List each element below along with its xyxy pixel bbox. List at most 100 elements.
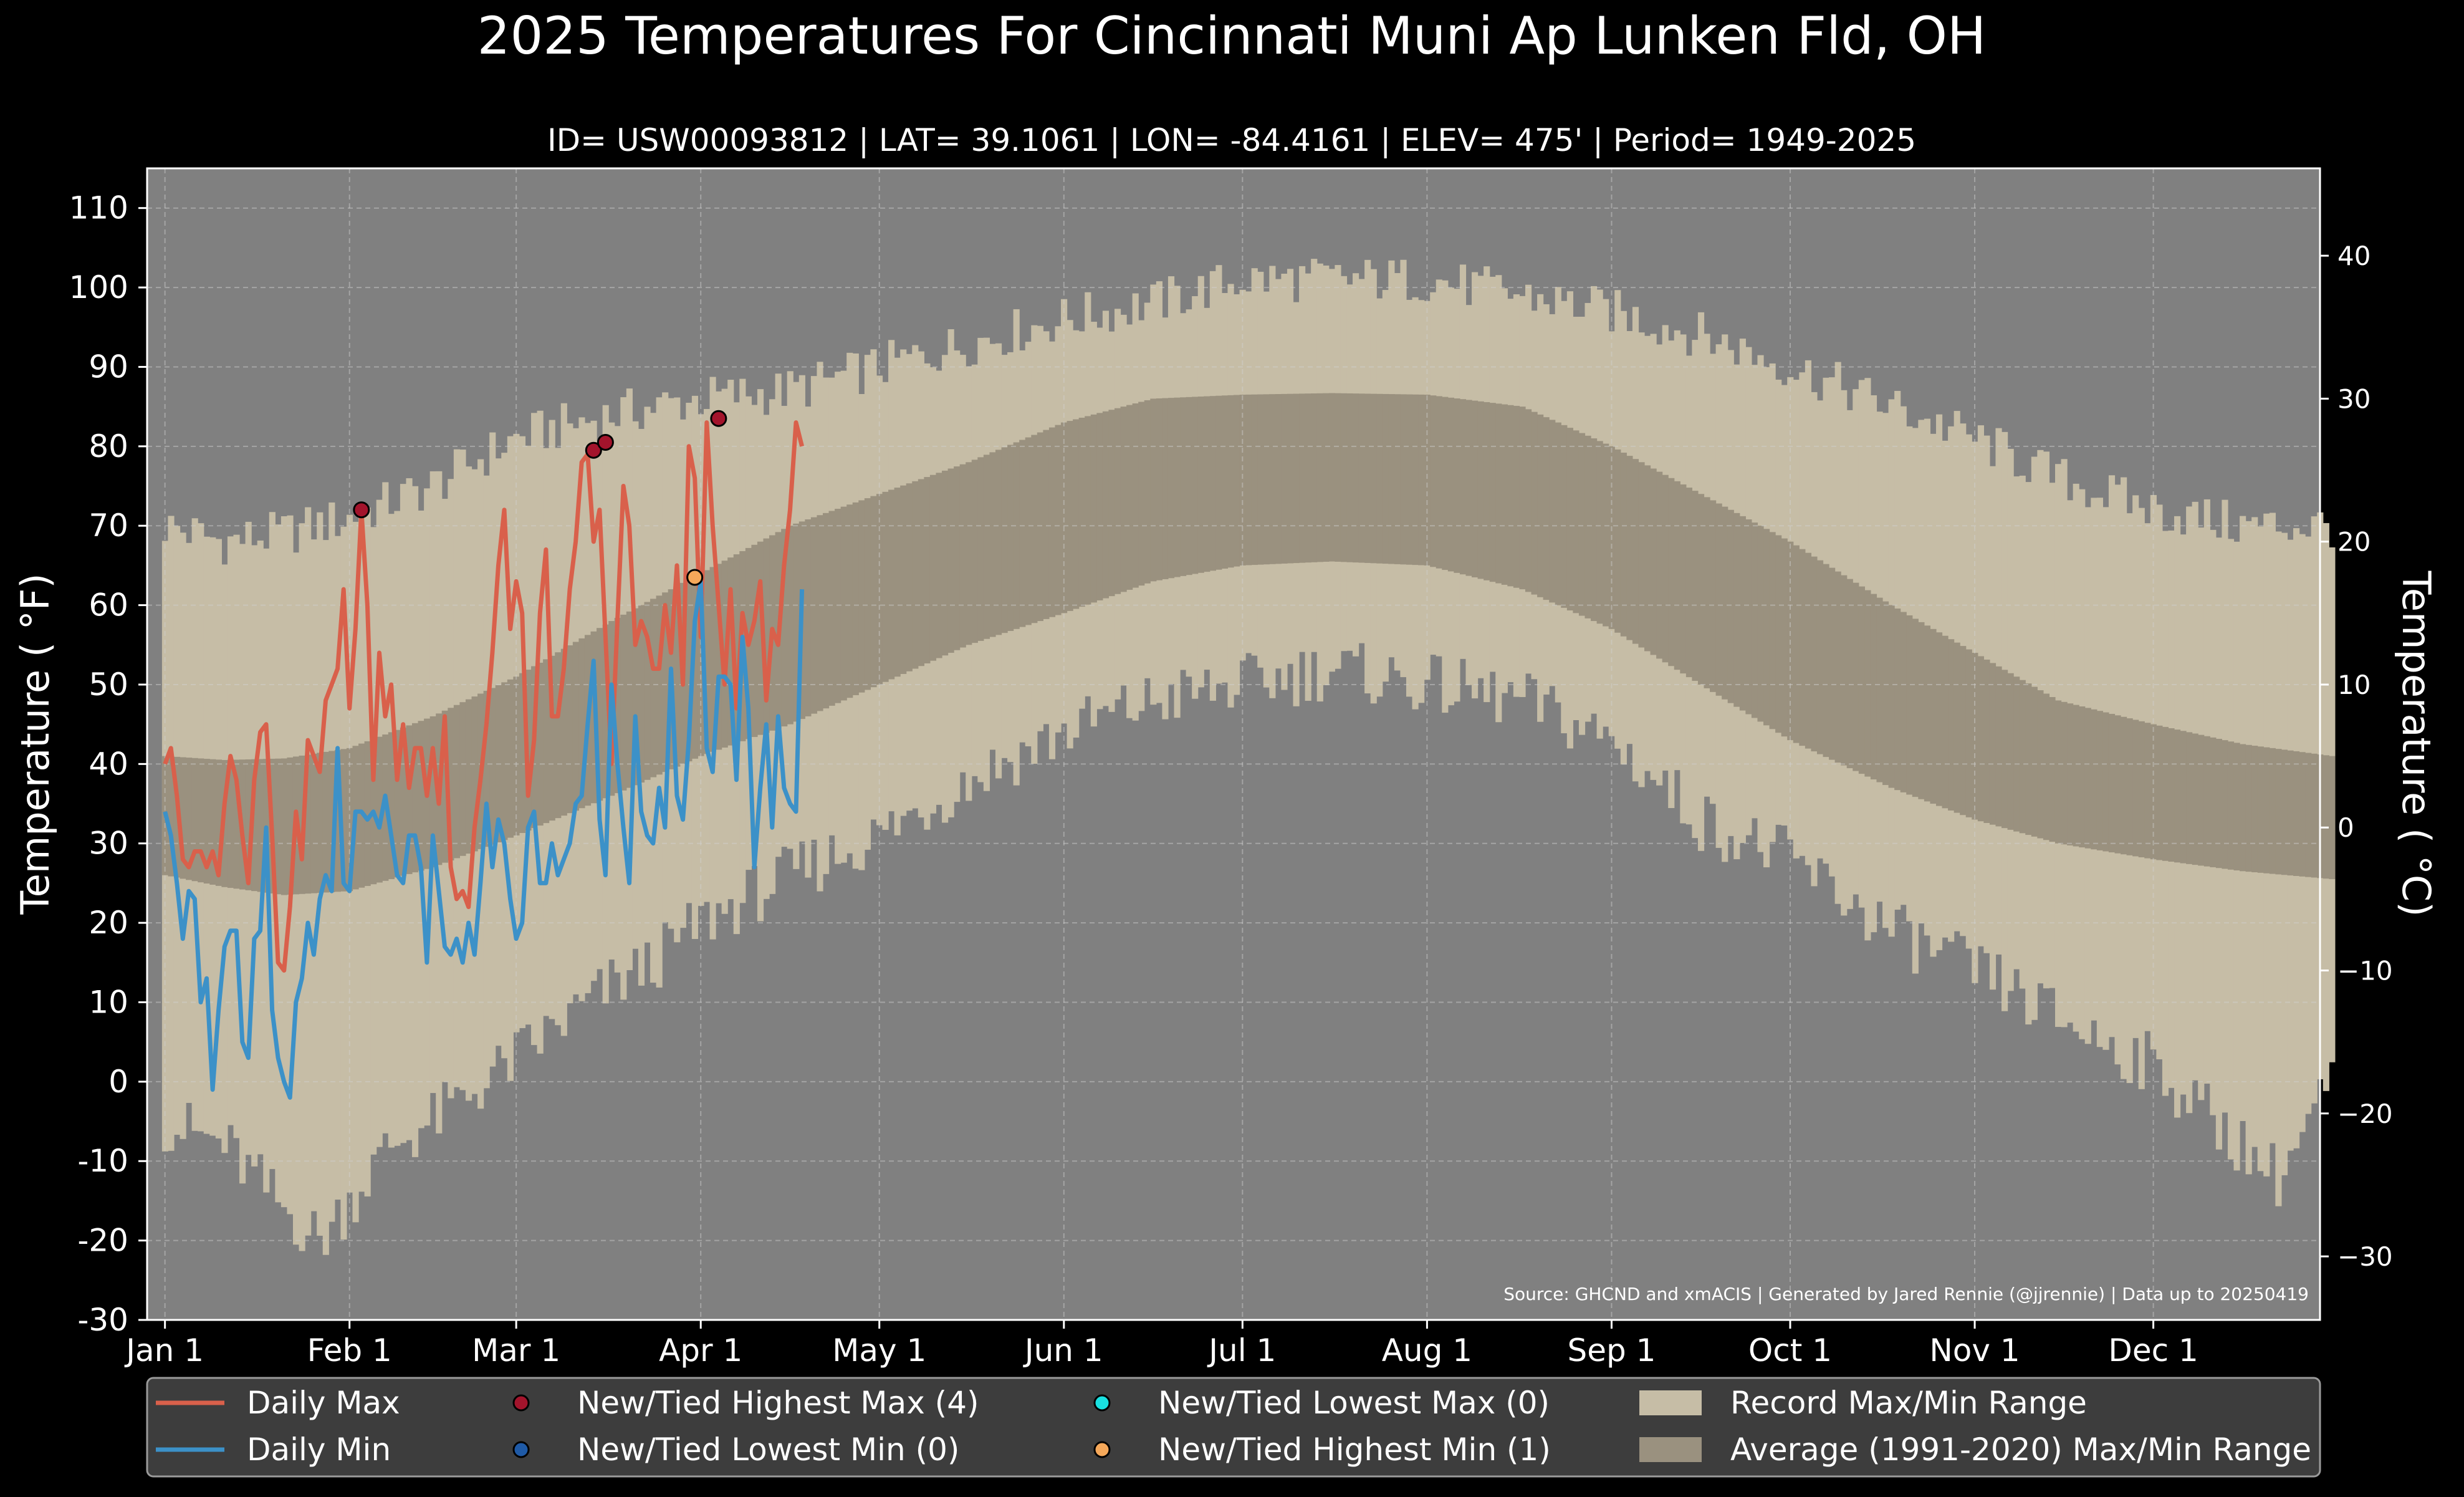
grid xyxy=(147,168,2320,1320)
legend-dot-swatch xyxy=(1093,1441,1111,1458)
x-tick-label: Aug 1 xyxy=(1382,1332,1472,1369)
average-range-bar xyxy=(1722,506,1728,700)
legend-label: Record Max/Min Range xyxy=(1730,1385,2087,1421)
average-range-bar xyxy=(966,462,972,645)
average-range-bar xyxy=(1138,402,1145,586)
y-tick-label: 0 xyxy=(108,1064,128,1100)
average-range-bar xyxy=(1459,399,1467,575)
average-range-bar xyxy=(2240,744,2246,872)
average-range-bar xyxy=(578,638,585,809)
average-range-bar xyxy=(1221,395,1229,569)
x-tick-label: Apr 1 xyxy=(659,1332,742,1369)
average-range-bar xyxy=(1710,500,1717,692)
average-range-bar xyxy=(846,504,853,698)
average-range-bar xyxy=(1436,396,1442,569)
average-range-bar xyxy=(2037,690,2044,839)
average-range-bar xyxy=(1073,419,1080,609)
average-range-bar xyxy=(1668,478,1675,667)
x-tick-label: Jul 1 xyxy=(1207,1332,1276,1369)
average-range-bar xyxy=(1305,393,1311,563)
average-range-bar xyxy=(2251,746,2258,873)
average-range-bar xyxy=(1114,408,1121,594)
average-range-bar xyxy=(1019,440,1026,627)
average-range-bar xyxy=(1906,615,1913,795)
average-range-bar xyxy=(2293,751,2300,876)
average-range-bar xyxy=(2215,739,2223,869)
average-range-bar xyxy=(448,708,454,861)
average-range-bar xyxy=(376,736,383,883)
average-range-bar xyxy=(703,570,711,754)
average-range-bar xyxy=(1096,413,1103,600)
average-range-bar xyxy=(1085,416,1091,605)
average-range-bar xyxy=(1769,532,1776,729)
average-range-bar xyxy=(2132,720,2139,857)
record-high-max-point xyxy=(710,410,727,427)
average-range-bar xyxy=(1739,516,1746,711)
plot-frame xyxy=(146,167,2321,1321)
average-range-bar xyxy=(733,554,740,744)
average-range-bar xyxy=(453,705,461,859)
average-range-bar xyxy=(936,473,942,658)
average-range-bar xyxy=(835,509,841,703)
average-range-bar xyxy=(1245,394,1252,566)
average-range-bar xyxy=(1644,465,1651,652)
average-range-bar xyxy=(2311,753,2318,878)
average-range-bar xyxy=(1447,397,1454,572)
average-range-bar xyxy=(2150,724,2157,860)
x-tick-label: Mar 1 xyxy=(472,1332,560,1369)
average-range-bar xyxy=(209,759,216,885)
average-range-bar xyxy=(1692,491,1699,681)
legend-dot-swatch xyxy=(1093,1394,1111,1412)
record-high-min-point xyxy=(686,569,704,586)
average-range-bar xyxy=(1531,412,1538,595)
average-range-bar xyxy=(2186,732,2193,864)
average-range-bar xyxy=(1299,393,1306,563)
average-range-bar xyxy=(1995,666,2002,827)
average-range-bar xyxy=(1484,402,1490,580)
average-range-bar xyxy=(650,599,657,777)
average-range-bar xyxy=(1263,394,1270,565)
average-range-bar xyxy=(1293,393,1300,564)
average-range-bar xyxy=(763,538,770,733)
average-range-bar xyxy=(1620,453,1627,637)
average-range-bar xyxy=(549,655,555,821)
average-range-bar xyxy=(1811,556,1818,752)
average-range-bar xyxy=(1454,398,1460,573)
average-range-bar xyxy=(1209,396,1216,571)
average-range-bar xyxy=(227,759,234,888)
average-range-bar xyxy=(751,544,758,738)
average-range-bar xyxy=(2054,700,2062,844)
average-range-bar xyxy=(346,748,353,892)
y-tick-label: 20 xyxy=(89,905,128,941)
average-range-bar xyxy=(364,741,371,886)
average-range-bar xyxy=(1376,393,1383,564)
average-range-bar xyxy=(1603,443,1609,627)
average-range-bar xyxy=(513,676,520,835)
average-range-bar xyxy=(1918,622,1925,799)
average-range-bar xyxy=(1048,427,1056,617)
average-range-bar xyxy=(2281,749,2288,875)
average-range-bar xyxy=(1674,481,1680,670)
average-range-bar xyxy=(1912,619,1919,797)
legend-patch-swatch xyxy=(1639,1390,1702,1415)
average-range-bar xyxy=(1192,397,1199,574)
average-range-bar xyxy=(1656,471,1663,659)
average-range-bar xyxy=(1841,575,1848,766)
average-range-bar xyxy=(894,488,901,677)
average-range-bar xyxy=(2329,756,2336,880)
average-range-bar xyxy=(602,624,609,799)
average-range-bar xyxy=(870,496,877,688)
average-range-bar xyxy=(1501,404,1508,585)
average-range-bar xyxy=(1067,421,1073,611)
average-range-bar xyxy=(1424,395,1431,566)
average-range-bar xyxy=(1989,663,1997,825)
average-range-bar xyxy=(186,758,193,880)
average-range-bar xyxy=(168,756,175,877)
y-tick-label: 60 xyxy=(89,587,128,623)
x-tick-label: Sep 1 xyxy=(1567,1332,1656,1369)
y-tick-label: 30 xyxy=(89,826,128,862)
average-range-bar xyxy=(2013,676,2020,832)
source-note: Source: GHCND and xmACIS | Generated by … xyxy=(1503,1284,2309,1304)
average-range-bar xyxy=(793,523,800,722)
average-range-bar xyxy=(2269,748,2276,874)
